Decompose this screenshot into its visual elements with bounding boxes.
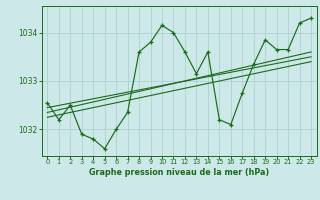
X-axis label: Graphe pression niveau de la mer (hPa): Graphe pression niveau de la mer (hPa) xyxy=(89,168,269,177)
